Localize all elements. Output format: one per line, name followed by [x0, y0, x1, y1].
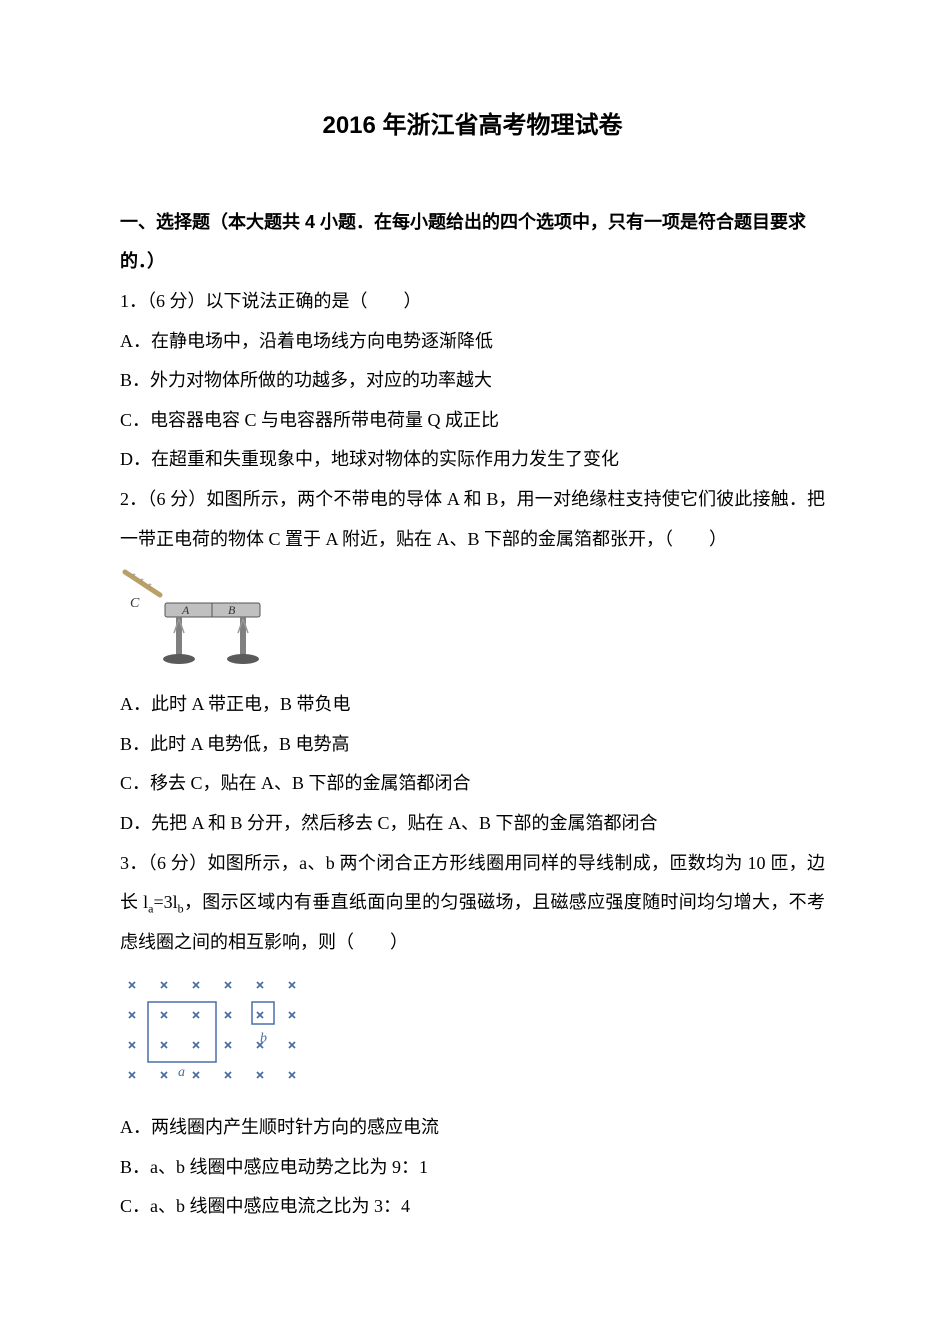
q3-option-c: C．a、b 线圈中感应电流之比为 3：4 — [120, 1187, 825, 1227]
svg-text:B: B — [228, 603, 236, 617]
svg-text:C: C — [130, 596, 140, 611]
q2-option-d: D．先把 A 和 B 分开，然后移去 C，贴在 A、B 下部的金属箔都闭合 — [120, 804, 825, 844]
svg-text:+: + — [132, 571, 136, 579]
q3-stem-p4: ，图示区域内有垂直纸面向里的匀强磁场，且磁感应强度随时间均匀增大，不考虑线圈之间… — [120, 892, 825, 952]
q2-stem: 2．（6 分）如图所示，两个不带电的导体 A 和 B，用一对绝缘柱支持使它们彼此… — [120, 480, 825, 559]
svg-text:b: b — [260, 1031, 267, 1046]
q3-figure: ab — [120, 970, 825, 1100]
q2-option-c: C．移去 C，贴在 A、B 下部的金属箔都闭合 — [120, 764, 825, 804]
magnetic-field-diagram-icon: ab — [120, 970, 310, 1100]
svg-text:a: a — [178, 1065, 185, 1080]
q1-option-a: A．在静电场中，沿着电场线方向电势逐渐降低 — [120, 322, 825, 362]
section-1-header: 一、选择题（本大题共 4 小题．在每小题给出的四个选项中，只有一项是符合题目要求… — [120, 203, 825, 282]
q3-stem-p1: 3．（6 分）如图所示，a、b 两个闭合正方形线圈用同样的导线制成，匝数均为 — [120, 853, 743, 873]
q3-stem-p3: =3l — [153, 892, 177, 912]
q3-option-a: A．两线圈内产生顺时针方向的感应电流 — [120, 1108, 825, 1148]
q2-figure: + + + C A B — [120, 567, 825, 677]
svg-text:+: + — [148, 581, 152, 589]
q2-option-a: A．此时 A 带正电，B 带负电 — [120, 685, 825, 725]
q1-option-b: B．外力对物体所做的功越多，对应的功率越大 — [120, 361, 825, 401]
q1-option-c: C．电容器电容 C 与电容器所带电荷量 Q 成正比 — [120, 401, 825, 441]
conductor-diagram-icon: + + + C A B — [120, 567, 270, 677]
q1-stem: 1．（6 分）以下说法正确的是（ ） — [120, 282, 825, 322]
q3-stem: 3．（6 分）如图所示，a、b 两个闭合正方形线圈用同样的导线制成，匝数均为 1… — [120, 844, 825, 963]
svg-text:+: + — [140, 576, 144, 584]
q2-option-b: B．此时 A 电势低，B 电势高 — [120, 725, 825, 765]
svg-text:A: A — [181, 603, 190, 617]
document-title: 2016 年浙江省高考物理试卷 — [120, 100, 825, 153]
q1-option-d: D．在超重和失重现象中，地球对物体的实际作用力发生了变化 — [120, 440, 825, 480]
q3-option-b: B．a、b 线圈中感应电动势之比为 9：1 — [120, 1148, 825, 1188]
